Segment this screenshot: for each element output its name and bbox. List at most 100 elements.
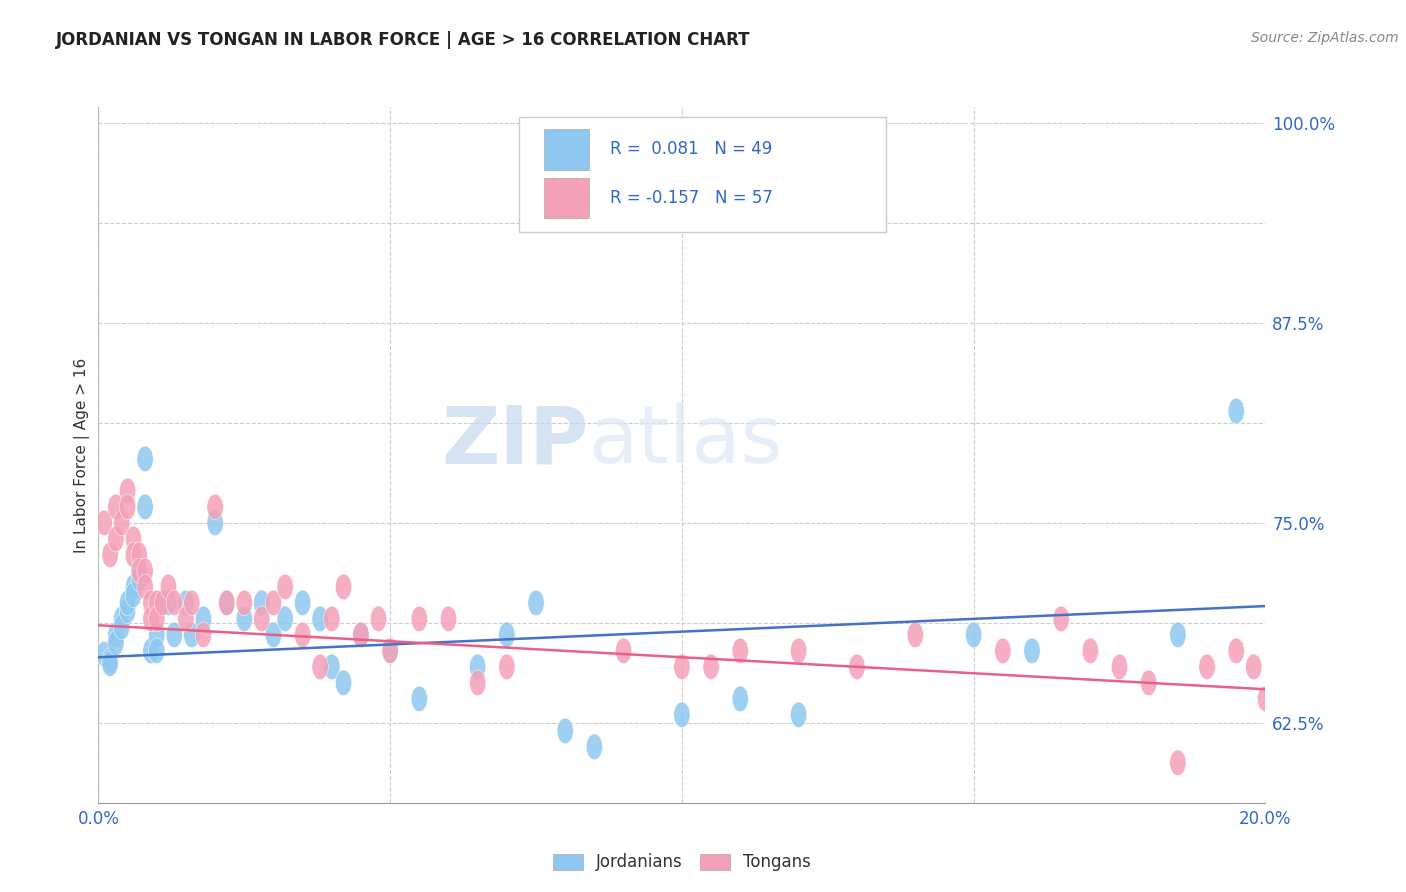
Ellipse shape: [499, 622, 515, 648]
Ellipse shape: [101, 651, 118, 676]
Ellipse shape: [120, 591, 136, 615]
Ellipse shape: [1227, 638, 1244, 664]
Ellipse shape: [125, 582, 142, 607]
Ellipse shape: [277, 574, 294, 599]
Ellipse shape: [149, 622, 165, 648]
FancyBboxPatch shape: [544, 178, 589, 219]
Ellipse shape: [1024, 638, 1040, 664]
Ellipse shape: [131, 558, 148, 583]
Ellipse shape: [353, 622, 370, 648]
Ellipse shape: [108, 630, 124, 656]
Text: ZIP: ZIP: [441, 402, 589, 480]
Ellipse shape: [143, 606, 159, 632]
Text: R = -0.157   N = 57: R = -0.157 N = 57: [610, 189, 772, 207]
Ellipse shape: [120, 494, 136, 520]
Ellipse shape: [253, 606, 270, 632]
Ellipse shape: [253, 591, 270, 615]
Ellipse shape: [195, 622, 212, 648]
Ellipse shape: [323, 606, 340, 632]
Ellipse shape: [136, 446, 153, 472]
Ellipse shape: [586, 734, 603, 760]
Ellipse shape: [1246, 654, 1263, 680]
Ellipse shape: [1170, 622, 1187, 648]
Ellipse shape: [155, 591, 170, 615]
Ellipse shape: [136, 574, 153, 599]
Ellipse shape: [177, 591, 194, 615]
Ellipse shape: [323, 654, 340, 680]
Text: R =  0.081   N = 49: R = 0.081 N = 49: [610, 140, 772, 159]
Ellipse shape: [1257, 686, 1274, 712]
Ellipse shape: [120, 598, 136, 624]
Ellipse shape: [96, 641, 112, 667]
Ellipse shape: [108, 622, 124, 648]
Ellipse shape: [108, 526, 124, 551]
Ellipse shape: [131, 558, 148, 583]
Ellipse shape: [136, 558, 153, 583]
Ellipse shape: [96, 510, 112, 536]
Ellipse shape: [120, 478, 136, 504]
Ellipse shape: [131, 542, 148, 567]
Ellipse shape: [125, 526, 142, 551]
Ellipse shape: [125, 574, 142, 599]
Ellipse shape: [101, 542, 118, 567]
Ellipse shape: [218, 591, 235, 615]
Ellipse shape: [184, 622, 200, 648]
Ellipse shape: [312, 606, 329, 632]
Ellipse shape: [218, 591, 235, 615]
Ellipse shape: [335, 670, 352, 696]
Ellipse shape: [966, 622, 981, 648]
Ellipse shape: [101, 648, 118, 673]
Ellipse shape: [166, 591, 183, 615]
Ellipse shape: [236, 606, 253, 632]
Ellipse shape: [440, 606, 457, 632]
Ellipse shape: [733, 638, 748, 664]
Ellipse shape: [790, 638, 807, 664]
Ellipse shape: [114, 510, 129, 536]
Ellipse shape: [177, 606, 194, 632]
Ellipse shape: [673, 702, 690, 728]
Ellipse shape: [294, 622, 311, 648]
Ellipse shape: [149, 606, 165, 632]
Ellipse shape: [1111, 654, 1128, 680]
Ellipse shape: [733, 686, 748, 712]
Y-axis label: In Labor Force | Age > 16: In Labor Force | Age > 16: [75, 358, 90, 552]
Ellipse shape: [266, 622, 281, 648]
Ellipse shape: [195, 606, 212, 632]
Ellipse shape: [207, 494, 224, 520]
Ellipse shape: [149, 591, 165, 615]
Ellipse shape: [143, 591, 159, 615]
Text: JORDANIAN VS TONGAN IN LABOR FORCE | AGE > 16 CORRELATION CHART: JORDANIAN VS TONGAN IN LABOR FORCE | AGE…: [56, 31, 751, 49]
Ellipse shape: [1199, 654, 1215, 680]
Text: atlas: atlas: [589, 402, 783, 480]
Ellipse shape: [1083, 638, 1098, 664]
Ellipse shape: [184, 591, 200, 615]
Ellipse shape: [143, 638, 159, 664]
Ellipse shape: [136, 494, 153, 520]
Ellipse shape: [382, 638, 398, 664]
Ellipse shape: [1227, 398, 1244, 424]
Ellipse shape: [155, 591, 170, 615]
Ellipse shape: [527, 591, 544, 615]
Ellipse shape: [790, 702, 807, 728]
Legend: Jordanians, Tongans: Jordanians, Tongans: [547, 847, 817, 878]
FancyBboxPatch shape: [519, 118, 886, 232]
Ellipse shape: [1140, 670, 1157, 696]
Ellipse shape: [114, 606, 129, 632]
Ellipse shape: [108, 494, 124, 520]
Ellipse shape: [114, 614, 129, 640]
Ellipse shape: [312, 654, 329, 680]
Ellipse shape: [131, 566, 148, 591]
Ellipse shape: [353, 622, 370, 648]
Ellipse shape: [125, 542, 142, 567]
FancyBboxPatch shape: [544, 129, 589, 169]
Ellipse shape: [411, 686, 427, 712]
Ellipse shape: [470, 670, 486, 696]
Ellipse shape: [907, 622, 924, 648]
Ellipse shape: [236, 591, 253, 615]
Ellipse shape: [370, 606, 387, 632]
Text: Source: ZipAtlas.com: Source: ZipAtlas.com: [1251, 31, 1399, 45]
Ellipse shape: [335, 574, 352, 599]
Ellipse shape: [616, 638, 631, 664]
Ellipse shape: [277, 606, 294, 632]
Ellipse shape: [470, 654, 486, 680]
